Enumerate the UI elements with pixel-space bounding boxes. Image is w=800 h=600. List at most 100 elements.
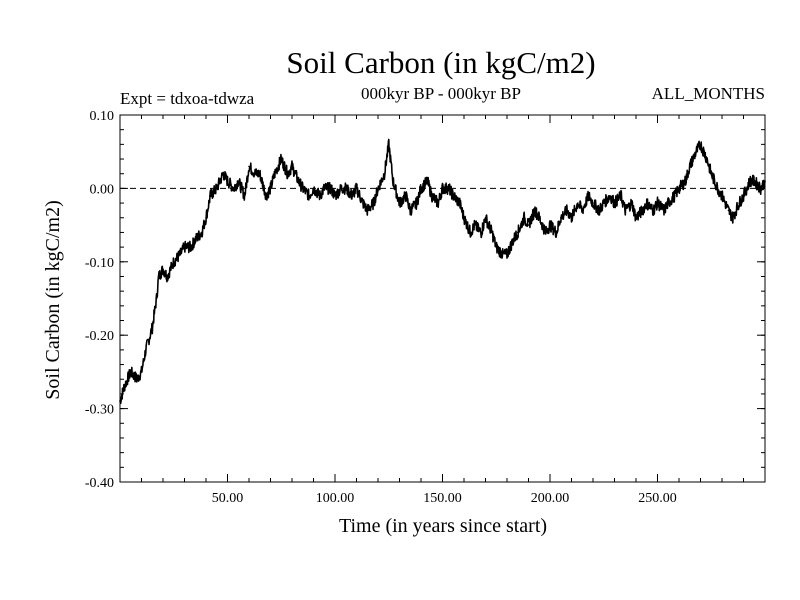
data-point bbox=[501, 253, 504, 256]
data-point bbox=[351, 194, 354, 197]
data-point bbox=[613, 202, 616, 204]
x-tick-label: 50.00 bbox=[212, 491, 244, 506]
chart-title: Soil Carbon (in kgC/m2) bbox=[286, 45, 595, 80]
plot-frame bbox=[119, 114, 766, 483]
data-point bbox=[297, 180, 300, 182]
period-label: ALL_MONTHS bbox=[652, 84, 765, 103]
data-point bbox=[641, 209, 644, 212]
data-point bbox=[136, 378, 138, 381]
data-point bbox=[291, 165, 293, 168]
data-point bbox=[592, 202, 594, 204]
data-point bbox=[383, 172, 386, 175]
data-point bbox=[157, 275, 160, 278]
data-point bbox=[145, 349, 147, 351]
data-point bbox=[759, 187, 762, 190]
data-point bbox=[458, 202, 461, 204]
data-point bbox=[749, 180, 751, 182]
data-point bbox=[162, 268, 164, 270]
data-point bbox=[387, 143, 390, 146]
data-point bbox=[549, 224, 551, 226]
y-tick-label: 0.00 bbox=[90, 182, 115, 197]
data-point bbox=[426, 180, 429, 182]
data-point bbox=[172, 261, 175, 263]
data-point bbox=[437, 202, 440, 204]
data-point bbox=[527, 224, 530, 226]
data-point bbox=[340, 187, 343, 190]
data-point bbox=[620, 194, 622, 197]
data-point bbox=[534, 209, 536, 212]
data-point bbox=[323, 187, 326, 190]
data-point bbox=[312, 187, 315, 190]
data-point bbox=[430, 194, 433, 197]
data-point bbox=[512, 238, 515, 241]
data-point bbox=[209, 194, 212, 197]
data-point bbox=[190, 246, 192, 248]
data-point bbox=[155, 297, 158, 300]
data-point bbox=[222, 172, 224, 175]
data-point bbox=[742, 194, 745, 197]
data-point bbox=[140, 371, 143, 373]
data-point bbox=[630, 202, 633, 204]
data-point bbox=[538, 216, 541, 219]
data-point bbox=[286, 172, 289, 175]
y-tick-label: 0.10 bbox=[90, 109, 115, 124]
data-point bbox=[688, 165, 691, 168]
data-point bbox=[480, 231, 483, 234]
x-axis-label: Time (in years since start) bbox=[339, 515, 547, 537]
data-point bbox=[355, 187, 358, 190]
data-point bbox=[555, 231, 558, 234]
data-point bbox=[269, 187, 272, 190]
data-point bbox=[319, 194, 321, 197]
data-point bbox=[398, 202, 401, 204]
data-point bbox=[183, 246, 186, 248]
data-point bbox=[764, 180, 766, 182]
x-tick-label: 100.00 bbox=[316, 491, 355, 506]
soil-carbon-series-line bbox=[119, 138, 766, 405]
data-point bbox=[581, 209, 584, 212]
data-point bbox=[491, 231, 493, 234]
data-point bbox=[226, 180, 229, 182]
data-point bbox=[559, 216, 562, 219]
data-point bbox=[334, 194, 336, 197]
data-point bbox=[254, 172, 257, 175]
data-point bbox=[523, 216, 525, 219]
data-point bbox=[215, 187, 218, 190]
data-point bbox=[119, 400, 121, 403]
data-point bbox=[166, 275, 169, 278]
data-point bbox=[366, 209, 369, 212]
data-point bbox=[602, 202, 605, 204]
data-point bbox=[194, 238, 197, 241]
data-point bbox=[652, 209, 654, 212]
data-point bbox=[706, 158, 708, 160]
x-tick-label: 250.00 bbox=[638, 491, 677, 506]
data-point bbox=[587, 194, 590, 197]
data-point bbox=[243, 194, 246, 197]
data-point bbox=[624, 209, 627, 212]
data-point bbox=[566, 209, 568, 212]
data-point bbox=[151, 327, 154, 329]
data-point bbox=[506, 253, 508, 256]
data-point bbox=[484, 216, 487, 219]
data-point bbox=[656, 202, 659, 204]
data-point bbox=[205, 216, 207, 219]
data-point bbox=[473, 224, 476, 226]
data-point bbox=[645, 202, 648, 204]
data-point bbox=[716, 187, 719, 190]
y-tick-label: -0.10 bbox=[85, 256, 114, 271]
chart-subtitle: 000kyr BP - 000kyr BP bbox=[361, 84, 521, 103]
data-point bbox=[329, 187, 332, 190]
data-point bbox=[237, 180, 240, 182]
data-point bbox=[463, 216, 465, 219]
experiment-label: Expt = tdxoa-tdwza bbox=[120, 89, 255, 108]
data-point bbox=[123, 385, 126, 388]
data-point bbox=[731, 216, 734, 219]
data-point bbox=[695, 150, 697, 153]
data-point bbox=[280, 158, 283, 160]
data-point bbox=[409, 209, 412, 212]
data-point bbox=[727, 209, 730, 212]
data-point bbox=[516, 231, 519, 234]
data-point bbox=[598, 209, 601, 212]
data-point bbox=[344, 187, 347, 190]
y-tick-label: -0.40 bbox=[85, 476, 114, 491]
